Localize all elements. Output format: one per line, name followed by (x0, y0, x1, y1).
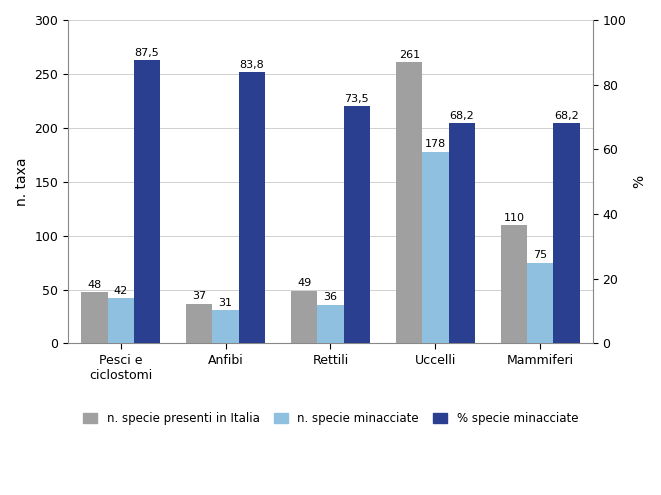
Text: 31: 31 (219, 298, 233, 308)
Bar (422, 151, 449, 344)
Bar (449, 123, 475, 344)
Bar (501, 225, 527, 344)
Bar (212, 310, 239, 344)
Bar (134, 60, 160, 344)
Text: 261: 261 (399, 50, 420, 60)
Text: 68,2: 68,2 (449, 111, 474, 121)
Text: 178: 178 (425, 140, 446, 149)
Bar (396, 62, 422, 344)
Text: 83,8: 83,8 (239, 60, 264, 70)
Bar (291, 291, 317, 344)
Text: 37: 37 (192, 292, 206, 301)
Text: 49: 49 (297, 279, 311, 289)
Text: 42: 42 (114, 286, 128, 296)
Bar (81, 292, 108, 344)
Bar (239, 72, 265, 344)
Y-axis label: n. taxa: n. taxa (15, 157, 29, 206)
Bar (344, 106, 370, 344)
Text: 87,5: 87,5 (134, 49, 159, 58)
Bar (527, 262, 553, 344)
Text: 48: 48 (87, 280, 102, 290)
Y-axis label: %: % (632, 175, 646, 188)
Bar (186, 303, 212, 344)
Bar (317, 304, 344, 344)
Text: 110: 110 (504, 213, 525, 223)
Text: 68,2: 68,2 (554, 111, 579, 121)
Bar (108, 298, 134, 344)
Legend: n. specie presenti in Italia, n. specie minacciate, % specie minacciate: n. specie presenti in Italia, n. specie … (78, 407, 583, 430)
Bar (553, 123, 580, 344)
Text: 75: 75 (533, 250, 547, 260)
Text: 73,5: 73,5 (344, 94, 369, 103)
Text: 36: 36 (323, 293, 338, 302)
